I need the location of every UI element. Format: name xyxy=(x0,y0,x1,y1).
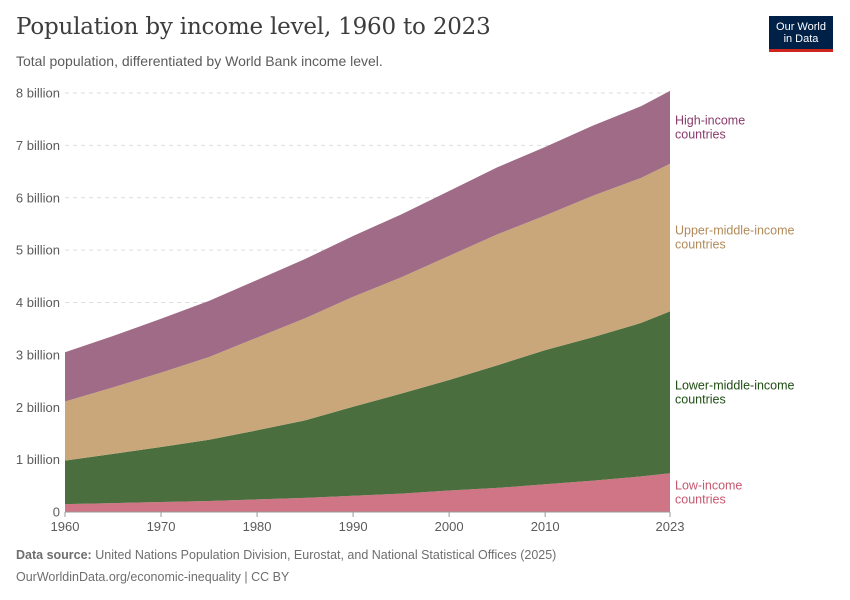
source-label: Data source: xyxy=(16,548,92,562)
series-label-line: countries xyxy=(675,127,726,141)
x-tick-label: 1970 xyxy=(147,519,176,534)
source-text: United Nations Population Division, Euro… xyxy=(95,548,557,562)
series-label-line: countries xyxy=(675,238,726,252)
owid-logo[interactable]: Our World in Data xyxy=(769,16,833,52)
source-note: Data source: United Nations Population D… xyxy=(16,548,556,562)
series-label: Upper-middle-income countries xyxy=(675,224,795,252)
x-tick-label: 2023 xyxy=(656,519,685,534)
y-tick-label: 1 billion xyxy=(16,452,60,467)
logo-line-1: Our World xyxy=(776,21,826,33)
y-tick-label: 5 billion xyxy=(16,243,60,258)
x-tick-label: 2000 xyxy=(435,519,464,534)
area-series xyxy=(65,311,670,505)
y-tick-label: 6 billion xyxy=(16,190,60,205)
area-series xyxy=(65,90,670,402)
source-url[interactable]: OurWorldinData.org/economic-inequality |… xyxy=(16,570,290,584)
series-label-line: High-income xyxy=(675,113,745,127)
y-tick-label: 8 billion xyxy=(16,86,60,101)
x-tick-label: 1980 xyxy=(243,519,272,534)
series-label: Low-income countries xyxy=(675,479,742,507)
area-layer xyxy=(65,90,670,512)
area-series xyxy=(65,473,670,512)
stacked-area-chart: 0 1 billion 2 billion 3 billion 4 billion 5 b… xyxy=(16,86,795,535)
series-label-line: Lower-middle-income xyxy=(675,378,795,392)
x-tick-label: 2010 xyxy=(531,519,560,534)
x-tick-label: 1990 xyxy=(339,519,368,534)
x-tick-label: 1960 xyxy=(51,519,80,534)
y-tick-label: 0 xyxy=(53,505,60,520)
chart-title: Population by income level, 1960 to 2023 xyxy=(16,14,491,40)
y-tick-label: 2 billion xyxy=(16,400,60,415)
series-label-line: countries xyxy=(675,392,726,406)
logo-line-2: in Data xyxy=(783,33,819,45)
y-tick-label: 4 billion xyxy=(16,295,60,310)
series-label: High-income countries xyxy=(675,113,745,141)
series-label-line: countries xyxy=(675,493,726,507)
series-label-line: Low-income xyxy=(675,479,742,493)
y-tick-label: 7 billion xyxy=(16,138,60,153)
chart-subtitle: Total population, differentiated by Worl… xyxy=(16,53,383,69)
axis-layer: 0 1 billion 2 billion 3 billion 4 billion 5 b… xyxy=(16,86,685,535)
series-label: Lower-middle-income countries xyxy=(675,378,795,406)
series-label-line: Upper-middle-income xyxy=(675,224,795,238)
area-series xyxy=(65,163,670,461)
y-tick-label: 3 billion xyxy=(16,347,60,362)
